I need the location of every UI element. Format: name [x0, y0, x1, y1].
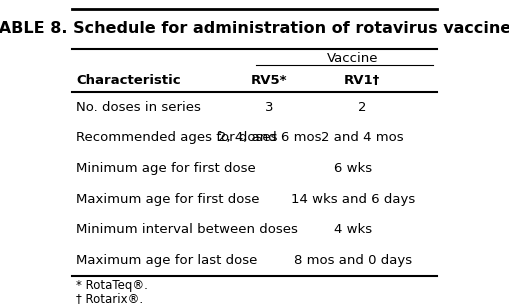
Text: 14 wks and 6 days: 14 wks and 6 days [291, 192, 415, 206]
Text: RV1†: RV1† [344, 74, 380, 87]
Text: No. doses in series: No. doses in series [76, 101, 201, 113]
Text: 2: 2 [358, 101, 366, 113]
Text: 6 wks: 6 wks [334, 162, 372, 175]
Text: † Rotarix®.: † Rotarix®. [76, 292, 143, 304]
Text: Maximum age for last dose: Maximum age for last dose [76, 254, 258, 267]
Text: 2, 4, and 6 mos: 2, 4, and 6 mos [218, 131, 321, 144]
Text: 4 wks: 4 wks [334, 223, 372, 236]
Text: * RotaTeq®.: * RotaTeq®. [76, 279, 148, 292]
Text: Vaccine: Vaccine [327, 52, 379, 65]
Text: Maximum age for first dose: Maximum age for first dose [76, 192, 260, 206]
Text: Characteristic: Characteristic [76, 74, 181, 87]
Text: Minimum age for first dose: Minimum age for first dose [76, 162, 256, 175]
Text: RV5*: RV5* [251, 74, 288, 87]
Text: Minimum interval between doses: Minimum interval between doses [76, 223, 298, 236]
Text: TABLE 8. Schedule for administration of rotavirus vaccines: TABLE 8. Schedule for administration of … [0, 21, 509, 36]
Text: 8 mos and 0 days: 8 mos and 0 days [294, 254, 412, 267]
Text: Recommended ages for doses: Recommended ages for doses [76, 131, 277, 144]
Text: 2 and 4 mos: 2 and 4 mos [321, 131, 404, 144]
Text: 3: 3 [265, 101, 274, 113]
